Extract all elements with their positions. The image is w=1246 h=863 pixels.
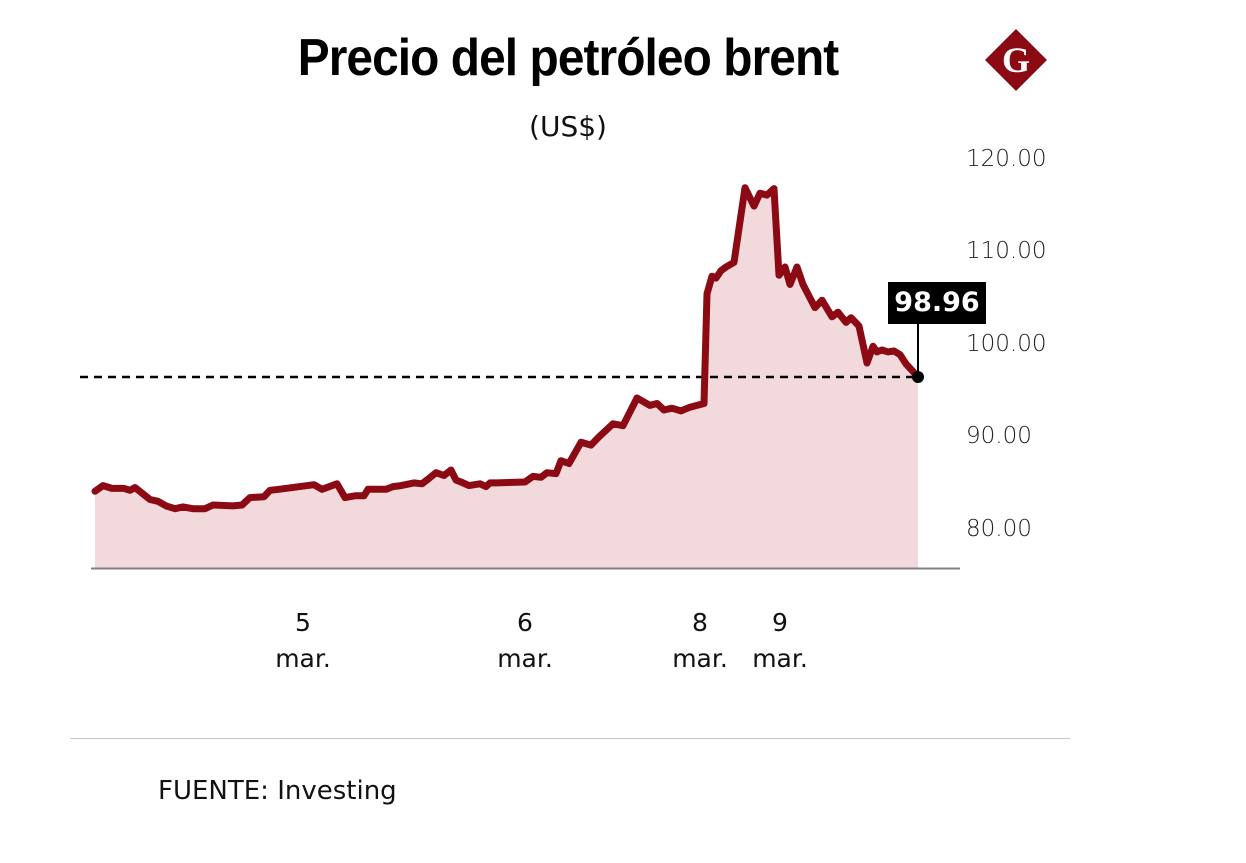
x-tick-label: 5 mar.: [258, 605, 348, 677]
x-tick-label: 9 mar.: [735, 605, 825, 677]
x-tick-day: 8: [692, 608, 708, 637]
y-tick-label: 100.00: [966, 331, 1047, 357]
x-tick-month: mar.: [275, 644, 331, 673]
x-tick-month: mar.: [497, 644, 553, 673]
x-tick-month: mar.: [752, 644, 808, 673]
brand-logo-icon: G: [985, 29, 1047, 91]
last-value-callout: 98.96: [888, 282, 986, 324]
y-tick-label: 90.00: [966, 423, 1032, 449]
x-tick-month: mar.: [672, 644, 728, 673]
last-point-marker: [912, 371, 924, 383]
y-tick-label: 120.00: [966, 146, 1047, 172]
svg-text:G: G: [1002, 40, 1030, 80]
footer-divider: [70, 738, 1070, 739]
x-tick-day: 9: [772, 608, 788, 637]
price-line: [91, 184, 922, 513]
x-tick-day: 5: [295, 608, 311, 637]
chart-subtitle: (US$): [529, 110, 607, 143]
chart-title: Precio del petróleo brent: [297, 29, 839, 87]
x-tick-label: 6 mar.: [480, 605, 570, 677]
x-tick-label: 8 mar.: [655, 605, 745, 677]
source-credit: FUENTE: Investing: [158, 776, 397, 806]
y-tick-label: 110.00: [966, 238, 1047, 264]
y-tick-label: 80.00: [966, 516, 1032, 542]
x-tick-day: 6: [517, 608, 533, 637]
